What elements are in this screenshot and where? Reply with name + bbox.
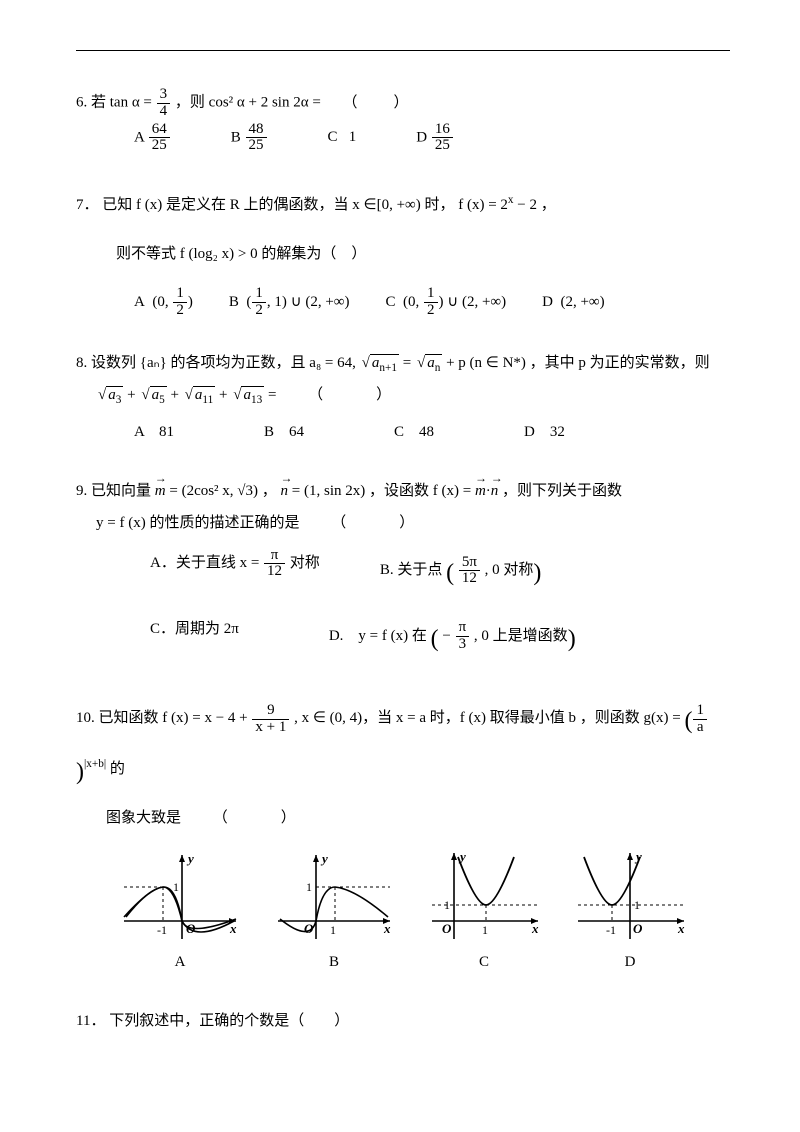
svg-text:1: 1 (444, 898, 450, 912)
q6-opt-a: A 6425 (134, 122, 171, 155)
q7-line1a: 已知 f (x) 是定义在 R 上的偶函数，当 x ∈[0, +∞) 时， (102, 197, 454, 213)
q9-number: 9. (76, 483, 87, 499)
svg-text:O: O (633, 921, 643, 936)
q10-graph-d: -1 O 1 x y D (570, 847, 690, 979)
q10-label-a: A (116, 947, 244, 979)
svg-text:x: x (229, 921, 237, 936)
q7-options: A (0, 12) B (12, 1) ∪ (2, +∞) C (0, 12) … (134, 285, 730, 320)
q8-options: A 81 B 64 C 48 D 32 (134, 417, 730, 449)
q7-line1b: f (x) = 2 (458, 197, 508, 213)
svg-text:1: 1 (634, 898, 640, 912)
q7-line2: 则不等式 f (log₂ x) > 0 的解集为（ ） (116, 237, 730, 272)
svg-text:x: x (531, 921, 539, 936)
q8-opt-b: B 64 (264, 417, 304, 449)
svg-text:y: y (320, 851, 328, 866)
svg-text:y: y (458, 849, 466, 864)
q11-stem: 下列叙述中，正确的个数是（ ） (109, 1013, 349, 1029)
q9-options: A．关于直线 x = π12 对称 B. 关于点 ( 5π12 , 0 对称) … (150, 545, 730, 668)
q6-stem-post: ，则 cos² α + 2 sin 2α = (175, 95, 321, 111)
question-10: 10. 已知函数 f (x) = x − 4 + 9x + 1 , x ∈ (0… (76, 696, 730, 978)
svg-text:x: x (677, 921, 685, 936)
q11-number: 11． (76, 1013, 105, 1029)
page-top-rule (76, 50, 730, 51)
q9-line2: y = f (x) 的性质的描述正确的是 （ ） (96, 508, 730, 540)
q10-label-d: D (570, 947, 690, 979)
q8-sqrt-an1: an+1 (360, 348, 399, 381)
q7-opt-a: A (0, 12) (134, 285, 193, 320)
q8-line2: a3 + a5 + a11 + a13 = （ ） (96, 380, 730, 413)
q10-label-c: C (424, 947, 544, 979)
q8-sqrt-an: an (415, 348, 442, 381)
q9-opt-b: B. 关于点 ( 5π12 , 0 对称) (380, 545, 542, 603)
q10-graph-c: 1 O 1 x y C (424, 847, 544, 979)
question-6: 6. 若 tan α = 3 4 ，则 cos² α + 2 sin 2α = … (76, 87, 730, 154)
q10-line2: 图象大致是 （ ） (106, 803, 730, 835)
q10-graph-a: -1 O 1 x y A (116, 847, 244, 979)
q6-number: 6. (76, 95, 87, 111)
svg-text:O: O (304, 921, 314, 936)
question-9: 9. 已知向量 m = (2cos² x, √3) ， n = (1, sin … (76, 476, 730, 668)
q10-graphs: -1 O 1 x y A 1 O (116, 847, 730, 979)
svg-text:O: O (186, 921, 196, 936)
question-7: 7． 已知 f (x) 是定义在 R 上的偶函数，当 x ∈[0, +∞) 时，… (76, 188, 730, 320)
q8-stem1: 设数列 {aₙ} 的各项均为正数，且 a₈ = 64, (91, 355, 360, 371)
svg-text:y: y (186, 851, 194, 866)
svg-text:y: y (634, 849, 642, 864)
q10-number: 10. (76, 710, 95, 726)
q9-opt-d: D. y = f (x) 在 ( − π3 , 0 上是增函数) (329, 611, 576, 669)
q6-opt-c: C 1 (328, 122, 357, 155)
q6-fraction: 3 4 (157, 87, 171, 120)
q8-number: 8. (76, 355, 87, 371)
svg-text:x: x (383, 921, 391, 936)
q8-stem2: + p (n ∈ N*) ，其中 p 为正的实常数，则 (446, 355, 710, 371)
q9-opt-a: A．关于直线 x = π12 对称 (150, 545, 320, 603)
q7-opt-d: D (2, +∞) (542, 285, 605, 320)
question-8: 8. 设数列 {aₙ} 的各项均为正数，且 a₈ = 64, an+1 = an… (76, 348, 730, 449)
q10-graph-b: 1 O 1 x y B (270, 847, 398, 979)
svg-text:O: O (442, 921, 452, 936)
q6-opt-b: B 4825 (231, 122, 268, 155)
q6-stem-pre: 若 tan α = (91, 95, 156, 111)
q8-opt-c: C 48 (394, 417, 434, 449)
svg-text:-1: -1 (606, 923, 616, 937)
q6-options: A 6425 B 4825 C 1 D 1625 (134, 122, 730, 155)
q6-blank: （ ） (343, 95, 411, 111)
svg-text:1: 1 (482, 923, 488, 937)
question-11: 11． 下列叙述中，正确的个数是（ ） (76, 1006, 730, 1038)
q7-number: 7． (76, 197, 99, 213)
q7-opt-b: B (12, 1) ∪ (2, +∞) (229, 285, 350, 320)
svg-text:1: 1 (306, 880, 312, 894)
q6-opt-d: D 1625 (416, 122, 454, 155)
svg-text:-1: -1 (157, 923, 167, 937)
q7-opt-c: C (0, 12) ∪ (2, +∞) (385, 285, 506, 320)
svg-text:1: 1 (173, 880, 179, 894)
q9-opt-c: C．周期为 2π (150, 611, 239, 669)
q10-label-b: B (270, 947, 398, 979)
q8-opt-d: D 32 (524, 417, 565, 449)
svg-text:1: 1 (330, 923, 336, 937)
page: 6. 若 tan α = 3 4 ，则 cos² α + 2 sin 2α = … (0, 0, 800, 1132)
q8-opt-a: A 81 (134, 417, 174, 449)
